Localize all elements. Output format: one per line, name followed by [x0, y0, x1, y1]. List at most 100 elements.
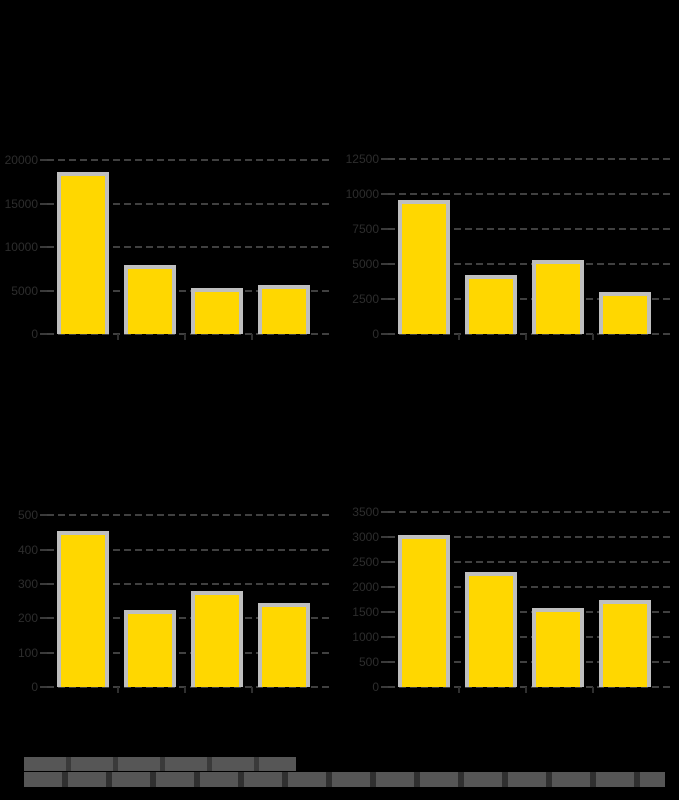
x-tick-mark [184, 687, 186, 693]
bar [124, 609, 176, 687]
gridline [47, 333, 331, 335]
x-tick-mark [525, 334, 527, 340]
bar-chart-top-right: 0 2500 5000 7500 10000 12500 [346, 150, 672, 341]
y-tick-mark [381, 158, 388, 161]
gridline [47, 246, 331, 249]
y-tick-mark [40, 289, 47, 292]
y-tick-mark [381, 298, 388, 301]
y-tick-mark [381, 561, 388, 563]
footnote-line-2 [24, 772, 665, 787]
gridline [388, 511, 672, 513]
y-tick-label: 0 [31, 327, 38, 341]
y-tick-label: 500 [358, 655, 379, 669]
y-tick-mark [40, 617, 47, 620]
y-tick-label: 200 [17, 611, 38, 626]
x-tick-mark [251, 334, 253, 340]
y-tick-label: 0 [372, 327, 379, 341]
y-tick-mark [40, 333, 47, 335]
bar-chart-bottom-left: 0 100 200 300 400 500 [18, 500, 331, 694]
gridline [47, 514, 331, 517]
y-tick-label: 300 [17, 576, 38, 591]
y-tick-label: 2500 [352, 292, 379, 307]
gridline [388, 636, 672, 638]
bar [465, 572, 517, 687]
x-tick-mark [592, 687, 594, 693]
y-tick-mark [381, 661, 388, 663]
y-tick-mark [381, 586, 388, 588]
gridline [388, 561, 672, 563]
bar-chart-top-left: 0 5000 10000 15000 20000 [5, 150, 331, 341]
gridline [47, 686, 331, 688]
bar [191, 590, 243, 687]
gridline [47, 289, 331, 292]
gridline [388, 263, 672, 266]
x-tick-mark [592, 334, 594, 340]
bar [398, 199, 450, 334]
y-tick-mark [40, 202, 47, 205]
y-tick-label: 7500 [352, 222, 379, 237]
x-tick-mark [184, 334, 186, 340]
bar [532, 259, 584, 334]
bar-chart-bottom-right: 0 500 1000 1500 2000 2500 3000 3500 [352, 500, 672, 694]
x-tick-mark [117, 687, 119, 693]
bar [398, 535, 450, 687]
gridline [47, 548, 331, 551]
y-tick-mark [40, 651, 47, 654]
gridline [47, 159, 331, 162]
y-tick-label: 10000 [4, 240, 38, 255]
y-tick-mark [381, 536, 388, 538]
y-tick-label: 5000 [352, 257, 379, 272]
y-tick-label: 2000 [352, 580, 379, 594]
gridline [388, 686, 672, 688]
y-tick-label: 2500 [352, 555, 379, 569]
gridline [388, 158, 672, 161]
bar [191, 287, 243, 334]
y-tick-label: 1500 [352, 605, 379, 619]
y-tick-label: 12500 [345, 152, 379, 167]
y-tick-label: 100 [17, 645, 38, 660]
gridline [388, 586, 672, 588]
y-tick-mark [40, 159, 47, 162]
gridline [388, 661, 672, 663]
gridline [388, 228, 672, 231]
bar [57, 530, 109, 687]
gridline [388, 611, 672, 613]
y-tick-label: 1000 [352, 630, 379, 644]
y-tick-mark [40, 246, 47, 249]
x-tick-mark [525, 687, 527, 693]
bar [124, 264, 176, 334]
y-tick-mark [40, 686, 47, 688]
y-tick-mark [381, 263, 388, 266]
gridline [388, 333, 672, 335]
x-tick-mark [251, 687, 253, 693]
gridline [47, 582, 331, 585]
footnote-line-1 [24, 757, 296, 771]
y-tick-mark [381, 511, 388, 513]
gridline [388, 298, 672, 301]
gridline [388, 193, 672, 196]
y-tick-label: 400 [17, 542, 38, 557]
gridline [388, 536, 672, 538]
y-tick-mark [40, 582, 47, 585]
x-tick-mark [117, 334, 119, 340]
x-tick-mark [458, 687, 460, 693]
bar [465, 274, 517, 334]
gridline [47, 617, 331, 620]
y-tick-label: 5000 [11, 283, 38, 298]
bar [532, 608, 584, 687]
y-tick-mark [40, 548, 47, 551]
x-tick-mark [458, 334, 460, 340]
y-tick-mark [381, 228, 388, 231]
y-tick-mark [381, 686, 388, 688]
y-tick-mark [40, 514, 47, 517]
y-tick-mark [381, 611, 388, 613]
gridline [47, 651, 331, 654]
y-tick-label: 20000 [4, 153, 38, 168]
bar [599, 292, 651, 334]
gridline [47, 202, 331, 205]
y-tick-mark [381, 333, 388, 335]
y-tick-label: 500 [17, 508, 38, 523]
bar [57, 172, 109, 334]
bar [599, 600, 651, 687]
